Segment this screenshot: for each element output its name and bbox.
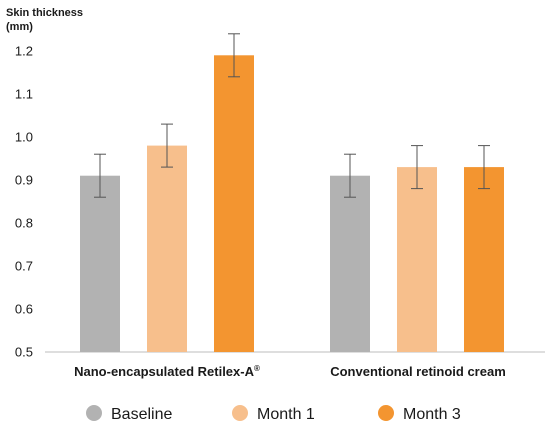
legend-item-month-3: Month 3 — [378, 405, 461, 423]
legend-swatch — [378, 405, 394, 421]
bar-month-1-2 — [397, 167, 437, 352]
bar-month-3-2 — [464, 167, 504, 352]
legend-swatch — [232, 405, 248, 421]
category-label-text: Conventional retinoid cream — [330, 364, 506, 379]
y-tick-label: 0.5 — [15, 345, 33, 360]
error-bar-month-1-1 — [161, 123, 173, 168]
category-label-text: Nano-encapsulated Retilex-A — [74, 364, 254, 379]
y-tick-label: 0.7 — [15, 259, 33, 274]
y-axis-ticks: 0.5 0.6 0.7 0.8 0.9 1.0 1.1 1.2 — [15, 44, 33, 360]
y-axis-title: Skin thickness (mm) — [6, 7, 83, 33]
legend-item-baseline: Baseline — [86, 405, 172, 423]
y-tick-label: 0.9 — [15, 173, 33, 188]
registered-mark: ® — [254, 364, 260, 373]
error-bar-month-3-1 — [228, 33, 240, 78]
error-bar-month-1-2 — [411, 145, 423, 190]
error-bar-baseline-1 — [94, 153, 106, 198]
legend-label: Month 3 — [403, 406, 461, 423]
bar-baseline-1 — [80, 175, 120, 352]
y-tick-label: 0.8 — [15, 216, 33, 231]
error-bars — [94, 33, 490, 198]
error-bar-baseline-2 — [344, 153, 356, 198]
y-axis-title-line-1: Skin thickness — [6, 7, 83, 19]
y-axis-title-line-2: (mm) — [6, 21, 33, 33]
y-tick-label: 0.6 — [15, 302, 33, 317]
bar-month-1-1 — [147, 145, 187, 352]
category-labels: Nano-encapsulated Retilex-A® Conventional… — [74, 364, 506, 379]
legend-label: Month 1 — [257, 406, 315, 423]
bars — [80, 55, 504, 353]
y-tick-label: 1.0 — [15, 130, 33, 145]
y-tick-label: 1.2 — [15, 44, 33, 59]
category-label-1: Nano-encapsulated Retilex-A® — [74, 364, 260, 379]
bar-baseline-2 — [330, 175, 370, 352]
legend: Baseline Month 1 Month 3 — [86, 405, 461, 423]
bar-month-3-1 — [214, 55, 254, 353]
y-tick-label: 1.1 — [15, 87, 33, 102]
legend-item-month-1: Month 1 — [232, 405, 315, 423]
legend-swatch — [86, 405, 102, 421]
legend-label: Baseline — [111, 406, 172, 423]
category-label-2: Conventional retinoid cream — [330, 364, 506, 379]
error-bar-month-3-2 — [478, 145, 490, 190]
